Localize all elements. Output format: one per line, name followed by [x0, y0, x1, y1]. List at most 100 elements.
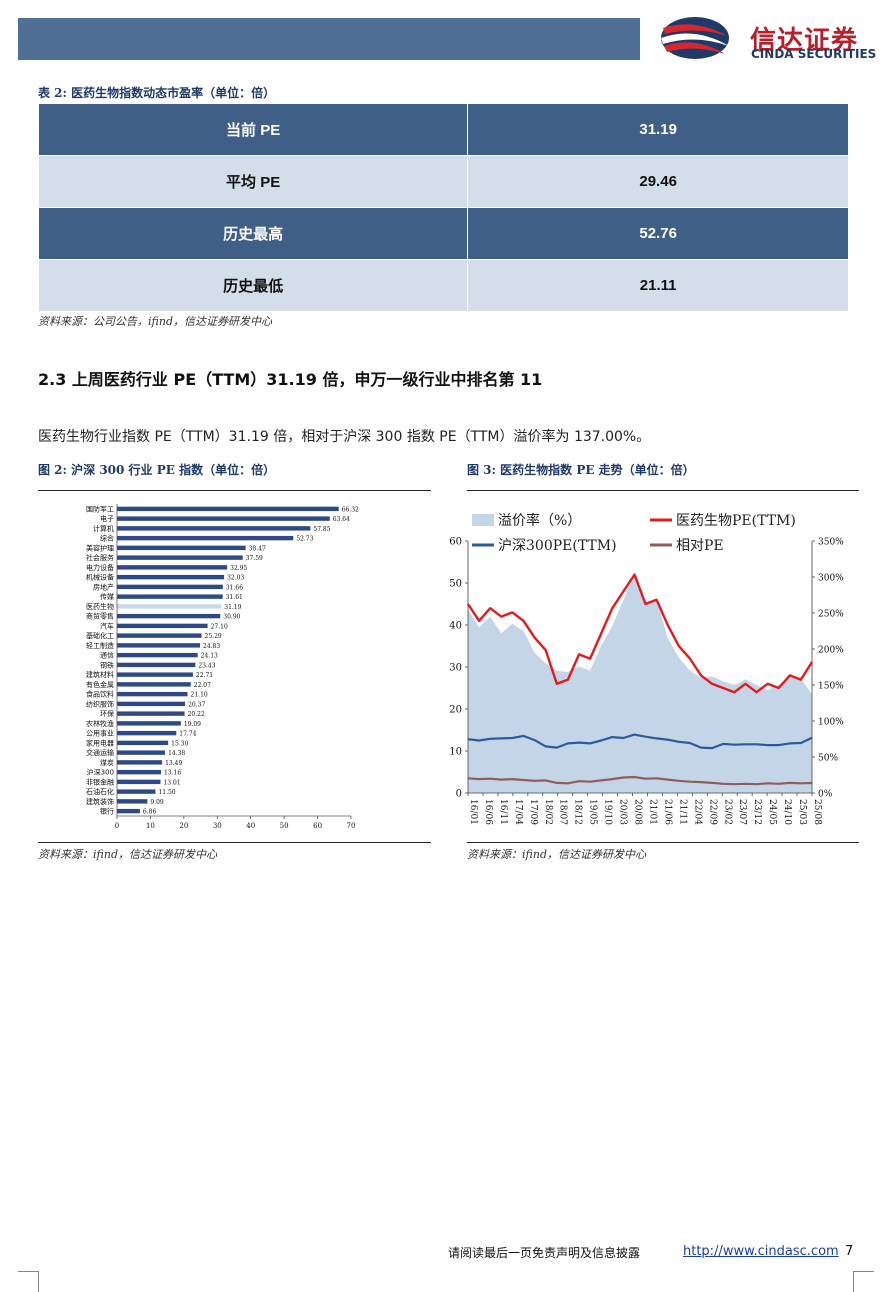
bar: [117, 799, 148, 804]
bar-category-label: 汽车: [100, 621, 114, 630]
bar-category-label: 公用事业: [86, 729, 114, 738]
section-body: 医药生物行业指数 PE（TTM）31.19 倍，相对于沪深 300 指数 PE（…: [38, 429, 651, 445]
row-value: 29.46: [467, 155, 849, 208]
bar-value-label: 27.10: [211, 623, 228, 630]
bar-value-label: 17.74: [179, 731, 196, 738]
bar-category-label: 基础化工: [86, 631, 114, 640]
bar-value-label: 20.37: [188, 701, 205, 708]
brand-name-cn: 信达证券: [750, 26, 859, 56]
row-label: 历史最低: [37, 259, 469, 312]
csi300-pe-line: [467, 733, 813, 750]
legend-label: 医药生物PE(TTM): [676, 513, 796, 529]
bar-value-label: 24.83: [203, 643, 220, 650]
bar-category-label: 传媒: [100, 592, 114, 601]
x-tick-label: 20/08: [633, 799, 643, 825]
bar-category-label: 银行: [100, 807, 114, 816]
bar: [117, 535, 294, 541]
left-tick-label: 60: [449, 537, 462, 548]
bar: [117, 730, 177, 736]
page-number: 7: [845, 1244, 854, 1259]
x-tick-label: 19/05: [588, 799, 598, 825]
left-tick-label: 10: [449, 747, 462, 758]
legend-label: 相对PE: [676, 538, 724, 554]
bar-value-label: 6.86: [143, 809, 157, 816]
x-tick-label: 20/03: [618, 799, 628, 825]
figure3-bottom-rule: [467, 842, 859, 843]
x-tick-label: 18/12: [573, 799, 583, 825]
left-tick-label: 50: [449, 579, 462, 590]
bar: [117, 682, 191, 687]
x-tick-label: 70: [347, 822, 356, 830]
cinda-logo-icon: [661, 17, 729, 59]
figure3-top-rule: [467, 490, 859, 491]
bar-value-label: 31.66: [226, 584, 243, 591]
left-tick-label: 40: [449, 621, 462, 632]
bar: [117, 691, 188, 697]
bar-value-label: 52.73: [296, 536, 313, 543]
table-row: 历史最低 21.11: [37, 259, 849, 312]
left-tick-label: 30: [449, 663, 462, 674]
x-tick-label: 17/09: [528, 799, 538, 825]
corner-mark-right: [853, 1271, 874, 1292]
x-tick-label: 40: [246, 822, 255, 830]
bar-category-label: 建筑装饰: [86, 797, 114, 806]
header-bar: [18, 18, 640, 60]
x-tick-label: 22/04: [692, 799, 702, 825]
right-tick-label: 0%: [818, 790, 833, 800]
bar-value-label: 32.95: [230, 565, 247, 572]
x-tick-label: 20: [179, 822, 188, 830]
bar-category-label: 社会服务: [86, 553, 114, 562]
row-label: 历史最高: [37, 207, 469, 260]
left-tick-label: 20: [449, 705, 462, 716]
bar-category-label: 电力设备: [86, 563, 114, 572]
x-tick-label: 16/01: [468, 799, 478, 825]
bar-value-label: 22.71: [196, 672, 213, 679]
bar: [117, 760, 163, 765]
x-tick-label: 23/12: [752, 799, 762, 825]
bar: [117, 506, 339, 512]
bar: [117, 750, 166, 755]
table-row: 历史最高 52.76: [37, 207, 849, 260]
footer-url-link[interactable]: http://www.cindasc.com: [683, 1244, 839, 1259]
x-tick-label: 21/11: [677, 799, 687, 825]
x-tick-label: 23/07: [737, 799, 747, 825]
bar-category-label: 通信: [100, 651, 114, 660]
section-title: 2.3 上周医药行业 PE（TTM）31.19 倍，申万一级行业中排名第 11: [38, 370, 543, 389]
bar-value-label: 20.22: [188, 711, 205, 718]
bar: [117, 740, 169, 746]
bar: [117, 643, 201, 648]
bar-value-label: 25.29: [205, 633, 222, 640]
left-tick-label: 0: [456, 789, 462, 800]
bar-category-label: 建筑材料: [86, 670, 114, 679]
bar-category-label: 轻工制造: [86, 641, 114, 650]
bar: [117, 721, 181, 726]
bar-value-label: 66.32: [342, 506, 359, 513]
bar: [117, 779, 161, 785]
bar: [117, 672, 193, 677]
bar-value-label: 37.59: [246, 555, 263, 562]
table2-source: 资料来源：公司公告，ifind，信达证券研发中心: [38, 315, 272, 328]
bar-category-label: 商贸零售: [86, 612, 114, 621]
bar-value-label: 38.47: [249, 545, 266, 552]
bar-category-label: 家用电器: [86, 738, 114, 747]
bar-value-label: 32.03: [227, 575, 244, 582]
bar-value-label: 63.64: [333, 516, 350, 523]
bar-value-label: 31.19: [224, 604, 241, 611]
bar-category-label: 电子: [100, 514, 114, 523]
bar-category-label: 农林牧渔: [86, 719, 114, 728]
bar-category-label: 煤炭: [100, 758, 114, 767]
brand-name-en: CINDA SECURITIES: [751, 47, 877, 61]
bar: [117, 545, 246, 551]
x-tick-label: 25/08: [812, 799, 822, 825]
bar: [117, 808, 140, 814]
bar-category-label: 机械设备: [86, 573, 114, 582]
bar: [117, 652, 198, 658]
bar: [117, 574, 225, 580]
bar: [117, 604, 222, 609]
legend-swatch: [472, 514, 494, 526]
bar: [117, 623, 208, 629]
bar-value-label: 21.10: [191, 692, 208, 699]
bar-value-label: 13.16: [164, 770, 181, 777]
x-tick-label: 24/05: [767, 799, 777, 825]
bar-category-label: 计算机: [93, 524, 114, 533]
